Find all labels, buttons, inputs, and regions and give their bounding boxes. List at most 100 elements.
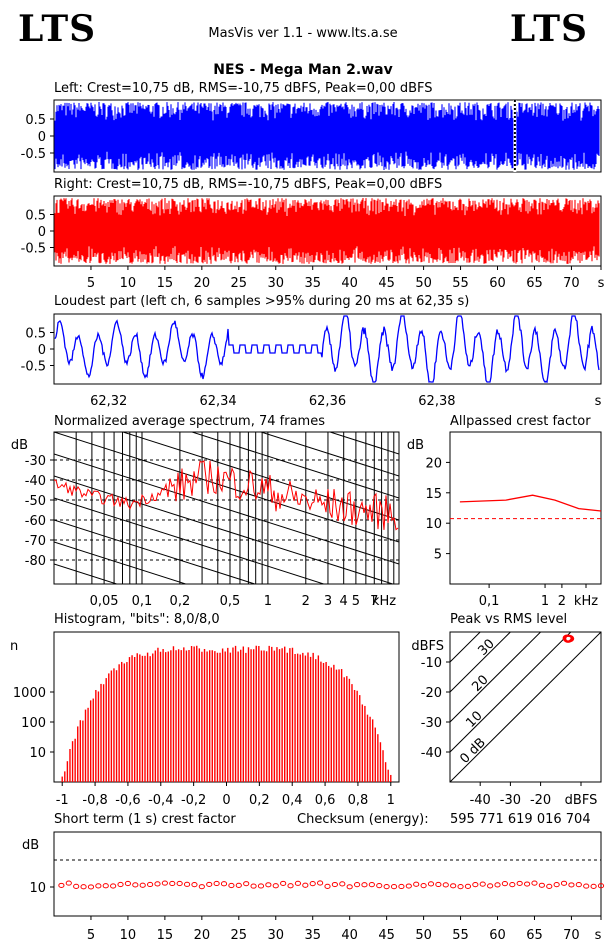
file-name: NES - Mega Man 2.wav xyxy=(213,62,393,78)
short-crest-point xyxy=(183,881,191,887)
loudest-ytick-label: 0.5 xyxy=(25,327,46,342)
left-channel-ytick-label: 0 xyxy=(38,130,46,145)
allpass-xtick-label: 2 xyxy=(558,594,566,609)
allpass-xtick-label: kHz xyxy=(574,594,598,609)
spectrum-xtick-label: 0,05 xyxy=(90,594,119,609)
spectrum-ytick-label: -80 xyxy=(25,554,46,569)
short-crest-point xyxy=(95,883,102,889)
histogram-xtick-label: -0,4 xyxy=(148,793,173,808)
right-channel-xtick-label: 35 xyxy=(304,276,321,291)
histogram-xtick-label: 1 xyxy=(387,793,395,808)
lts-logo-left: LTS xyxy=(18,8,97,50)
short-crest-xtick-label: 45 xyxy=(378,928,395,943)
peak-rms-diagonal-label: 10 xyxy=(463,709,485,731)
spectrum-slope-line xyxy=(121,432,399,521)
histogram-xtick-label: -0,6 xyxy=(115,793,140,808)
spectrum-xtick-label: 7 xyxy=(370,594,378,609)
short-crest-point xyxy=(383,884,390,890)
short-crest-point xyxy=(272,883,279,889)
right-channel-xtick-label: 55 xyxy=(452,276,469,291)
histogram-xtick-label: -0,2 xyxy=(181,793,206,808)
right-channel-xtick-label: 50 xyxy=(415,276,432,291)
spectrum-xtick-label: 4 xyxy=(340,594,348,609)
left-channel-waveform xyxy=(54,102,600,170)
allpass-line xyxy=(459,494,602,512)
right-channel-xtick-label: 10 xyxy=(120,276,137,291)
short-crest-point xyxy=(590,883,597,889)
short-crest-point xyxy=(302,882,309,888)
right-channel-xtick-label: 5 xyxy=(87,276,95,291)
peak-rms-title: Peak vs RMS level xyxy=(450,612,568,627)
short-crest-point xyxy=(538,882,545,888)
short-crest-point xyxy=(339,881,346,887)
right-channel-xtick-label: 30 xyxy=(267,276,284,291)
short-crest-point xyxy=(413,881,420,887)
short-crest-point xyxy=(390,884,398,890)
peak-rms-ylabel: dBFS xyxy=(411,639,444,654)
short-crest-point xyxy=(73,883,80,890)
short-term-crest-title: Short term (1 s) crest factor xyxy=(54,812,236,827)
histogram-xtick-label: 0,6 xyxy=(315,793,336,808)
short-crest-point xyxy=(472,882,479,888)
short-crest-point xyxy=(80,884,87,890)
right-channel-xtick-label: 70 xyxy=(563,276,580,291)
histogram-ylabel: n xyxy=(10,639,18,654)
allpass-frame xyxy=(449,431,602,585)
left-channel-ytick-label: -0.5 xyxy=(21,147,46,162)
peak-rms-frame xyxy=(449,631,602,783)
short-crest-point xyxy=(220,881,228,887)
peak-rms-ytick-label: -40 xyxy=(421,746,442,761)
short-crest-point xyxy=(435,881,442,888)
peak-rms-diagonal-label: 30 xyxy=(475,637,497,659)
right-channel-ytick-label: 0 xyxy=(38,225,46,240)
peak-rms-diagonal-label: 20 xyxy=(469,673,491,695)
short-crest-point xyxy=(58,882,65,889)
histogram-xtick-label: 0,2 xyxy=(249,793,270,808)
short-crest-point xyxy=(450,883,457,889)
short-crest-point xyxy=(324,883,331,889)
allpass-ytick-label: 15 xyxy=(425,487,442,502)
right-channel-xtick-label: 25 xyxy=(231,276,248,291)
right-channel-xtick-label: s xyxy=(598,276,605,291)
short-crest-point xyxy=(280,880,287,887)
short-crest-point xyxy=(265,882,272,888)
loudest-waveform xyxy=(54,315,600,384)
short-crest-point xyxy=(523,881,531,887)
short-crest-xtick-label: 70 xyxy=(563,928,580,943)
spectrum-line xyxy=(53,460,399,531)
short-crest-point xyxy=(154,881,161,887)
loudest-xtick-label: 62,32 xyxy=(90,394,127,409)
right-channel-xtick-label: 20 xyxy=(194,276,211,291)
short-crest-point xyxy=(516,880,523,887)
short-crest-point xyxy=(368,882,375,888)
short-crest-xtick-label: 50 xyxy=(415,928,432,943)
histogram-xtick-label: 0 xyxy=(222,793,230,808)
short-crest-point xyxy=(509,882,516,888)
short-crest-point xyxy=(235,882,242,888)
short-crest-point xyxy=(176,880,183,887)
short-crest-xtick-label: 5 xyxy=(87,928,95,943)
short-crest-point xyxy=(501,881,509,887)
spectrum-xtick-label: 2 xyxy=(302,594,310,609)
histogram-xtick-label: 0,8 xyxy=(348,793,369,808)
peak-rms-diagonal xyxy=(450,632,512,693)
histogram-ytick-label: 10 xyxy=(29,746,46,761)
short-crest-point xyxy=(597,883,605,889)
short-crest-xtick-label: 60 xyxy=(489,928,506,943)
short-crest-point xyxy=(487,883,494,889)
spectrum-title: Normalized average spectrum, 74 frames xyxy=(54,414,325,429)
right-channel-xtick-label: 45 xyxy=(378,276,395,291)
short-crest-xtick-label: 55 xyxy=(452,928,469,943)
spectrum-ytick-label: -30 xyxy=(25,454,46,469)
short-crest-xtick-label: 10 xyxy=(120,928,137,943)
right-channel-xtick-label: 15 xyxy=(157,276,174,291)
short-crest-point xyxy=(250,883,257,889)
short-crest-ylabel: dB xyxy=(22,838,39,853)
spectrum-frame xyxy=(53,431,400,585)
spectrum-xtick-label: 1 xyxy=(264,594,272,609)
spectrum-xtick-label: 0,2 xyxy=(170,594,191,609)
spectrum-slope-line xyxy=(54,453,399,565)
loudest-xtick-label: 62,36 xyxy=(309,394,346,409)
